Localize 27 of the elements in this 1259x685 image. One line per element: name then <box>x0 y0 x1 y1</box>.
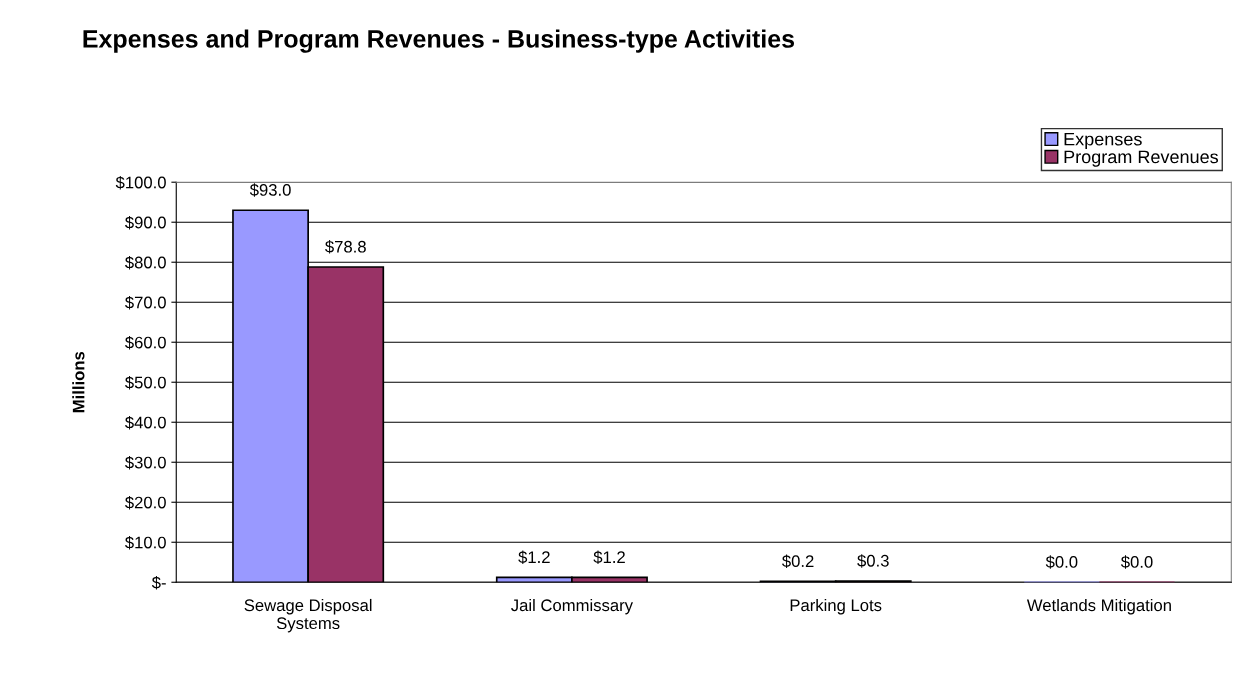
y-tick-label: $40.0 <box>125 415 166 430</box>
y-tick-label: $30.0 <box>125 455 166 470</box>
x-tick-label: Wetlands Mitigation <box>1026 598 1171 615</box>
data-label: $1.2 <box>518 550 550 565</box>
x-tick-label: Parking Lots <box>790 598 882 615</box>
y-axis-title: Millions <box>72 351 85 413</box>
legend-label: Program Revenues <box>1064 150 1219 167</box>
y-tick-label: $80.0 <box>125 255 166 270</box>
legend-label: Expenses <box>1064 132 1142 150</box>
y-tick-label: $70.0 <box>125 295 166 310</box>
data-label: $0.3 <box>857 554 889 568</box>
y-tick-label: $60.0 <box>125 335 166 350</box>
y-tick-label: $- <box>151 575 166 590</box>
y-tick-label: $100.0 <box>115 175 166 190</box>
data-label: $0.0 <box>1045 555 1078 569</box>
data-label: $78.8 <box>325 240 366 254</box>
data-label: $0.0 <box>1120 555 1153 569</box>
y-tick-label: $20.0 <box>125 495 166 510</box>
data-label: $1.2 <box>593 550 625 565</box>
data-label: $0.2 <box>782 554 814 569</box>
chart-title: Expenses and Program Revenues - Business-type Activities <box>83 29 795 53</box>
data-label: $93.0 <box>249 183 291 197</box>
x-tick-label: Jail Commissary <box>511 598 633 615</box>
y-tick-label: $90.0 <box>125 215 166 230</box>
y-tick-label: $10.0 <box>125 535 166 550</box>
x-tick-label: Sewage Disposal Systems <box>244 598 372 633</box>
y-tick-label: $50.0 <box>125 375 166 390</box>
